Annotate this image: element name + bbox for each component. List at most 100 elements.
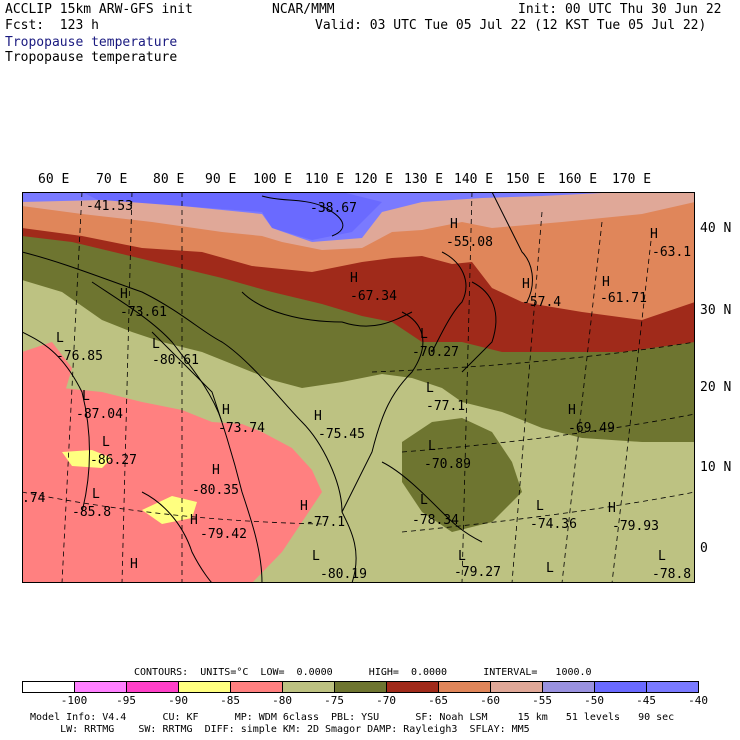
colorbar-swatch <box>438 681 491 693</box>
colorbar-label: -65 <box>428 694 448 707</box>
colorbar-swatch <box>126 681 179 693</box>
org-label: NCAR/MMM <box>272 2 335 17</box>
low-marker: L <box>420 327 428 342</box>
temp-label: .74 <box>22 491 46 506</box>
colorbar-swatch <box>178 681 231 693</box>
field-title-shaded: Tropopause temperature <box>5 35 178 50</box>
low-marker: L <box>536 499 544 514</box>
colorbar-label: -70 <box>376 694 396 707</box>
colorbar-label: -85 <box>220 694 240 707</box>
colorbar-swatch <box>646 681 699 693</box>
temp-label: -80.19 <box>320 567 367 582</box>
colorbar-swatch <box>594 681 647 693</box>
high-marker: H <box>650 227 658 242</box>
lon-label: 170 E <box>612 172 652 187</box>
valid-time: Valid: 03 UTC Tue 05 Jul 22 (12 KST Tue … <box>315 18 707 33</box>
temp-label: -86.27 <box>90 453 137 468</box>
high-marker: H <box>130 557 138 572</box>
lat-label: 40 N <box>700 221 732 236</box>
map-frame <box>22 192 695 583</box>
colorbar-label: -60 <box>480 694 500 707</box>
low-marker: L <box>426 381 434 396</box>
temp-label: -80.35 <box>192 483 239 498</box>
temp-label: -80.61 <box>152 353 199 368</box>
colorbar-label: -50 <box>584 694 604 707</box>
colorbar-swatch <box>386 681 439 693</box>
init-time: Init: 00 UTC Thu 30 Jun 22 <box>518 2 722 17</box>
temp-label: -70.27 <box>412 345 459 360</box>
low-marker: L <box>458 549 466 564</box>
high-marker: H <box>522 277 530 292</box>
colorbar-swatch <box>542 681 595 693</box>
colorbar-label: -100 <box>60 694 88 707</box>
high-marker: H <box>568 403 576 418</box>
model-info-line1: Model Info: V4.4 CU: KF MP: WDM 6class P… <box>30 712 675 723</box>
temp-label: -70.89 <box>424 457 471 472</box>
high-marker: H <box>314 409 322 424</box>
temp-label: -67.34 <box>350 289 397 304</box>
temp-label: -74.36 <box>530 517 577 532</box>
high-marker: H <box>350 271 358 286</box>
temp-label: -79.27 <box>454 565 501 580</box>
colorbar-swatch <box>490 681 543 693</box>
lon-label: 90 E <box>205 172 237 187</box>
temp-label: -85.8 <box>72 505 112 520</box>
high-marker: H <box>608 501 616 516</box>
lon-label: 60 E <box>38 172 70 187</box>
colorbar-label: -90 <box>168 694 188 707</box>
low-marker: L <box>428 439 436 454</box>
lon-label: 130 E <box>404 172 444 187</box>
low-marker: L <box>312 549 320 564</box>
high-marker: H <box>222 403 230 418</box>
map-panel: -41.53 -38.67 -55.08 -63.1 -73.61 -67.34… <box>22 192 695 583</box>
lat-label: 20 N <box>700 380 732 395</box>
colorbar-label: -55 <box>532 694 552 707</box>
temp-label: -75.45 <box>318 427 365 442</box>
lat-label: 30 N <box>700 303 732 318</box>
lon-label: 110 E <box>305 172 345 187</box>
colorbar-swatch <box>22 681 75 693</box>
low-marker: L <box>56 331 64 346</box>
lon-label: 120 E <box>354 172 394 187</box>
colorbar-label: -80 <box>272 694 292 707</box>
high-marker: H <box>300 499 308 514</box>
temp-label: -87.04 <box>76 407 123 422</box>
lat-label: 0 <box>700 541 708 556</box>
lon-label: 140 E <box>454 172 494 187</box>
low-marker: L <box>102 435 110 450</box>
colorbar-swatch <box>282 681 335 693</box>
lon-label: 80 E <box>153 172 185 187</box>
low-marker: L <box>92 487 100 502</box>
lat-label: 10 N <box>700 460 732 475</box>
lon-label: 160 E <box>558 172 598 187</box>
colorbar-swatch <box>334 681 387 693</box>
temp-label: -73.74 <box>218 421 265 436</box>
model-info-line2: LW: RRTMG SW: RRTMG DIFF: simple KM: 2D … <box>30 724 530 735</box>
temp-label: -38.67 <box>310 201 357 216</box>
lon-label: 150 E <box>506 172 546 187</box>
high-marker: H <box>602 275 610 290</box>
tropopause-field <box>22 192 695 583</box>
temp-label: -77.1 <box>426 399 466 414</box>
high-marker: H <box>120 287 128 302</box>
field-title-contour: Tropopause temperature <box>5 50 178 65</box>
high-marker: H <box>212 463 220 478</box>
contour-info: CONTOURS: UNITS=°C LOW= 0.0000 HIGH= 0.0… <box>134 667 592 678</box>
low-marker: L <box>152 337 160 352</box>
temp-label: -78.8 <box>652 567 692 582</box>
temp-label: -61.71 <box>600 291 647 306</box>
colorbar-swatch <box>230 681 283 693</box>
temp-label: -63.1 <box>652 245 692 260</box>
high-marker: H <box>190 513 198 528</box>
colorbar-label: -45 <box>636 694 656 707</box>
lon-label: 70 E <box>96 172 128 187</box>
model-title: ACCLIP 15km ARW-GFS init <box>5 2 193 17</box>
colorbar-label: -40 <box>688 694 708 707</box>
low-marker: L <box>420 493 428 508</box>
low-marker: L <box>658 549 666 564</box>
temp-label: -55.08 <box>446 235 493 250</box>
temp-label: -79.93 <box>612 519 659 534</box>
temp-label: -41.53 <box>86 199 133 214</box>
forecast-hour: Fcst: 123 h <box>5 18 99 33</box>
colorbar-swatch <box>74 681 127 693</box>
